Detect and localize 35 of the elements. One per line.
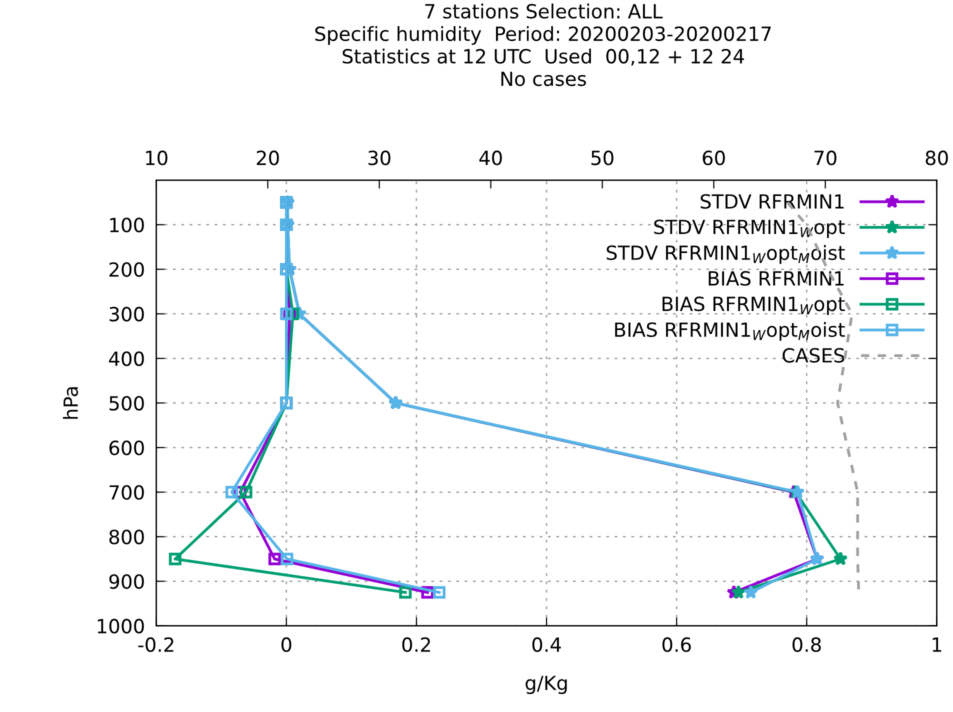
legend-label: BIAS RFRMIN1$_{W}$opt$_{M}$oist (615, 322, 845, 341)
legend-label: STDV RFRMIN1$_{W}$opt$_{M}$oist (606, 245, 845, 264)
chart-title: 7 stations Selection: ALL (425, 4, 663, 19)
chart-subtitle: Specific humidity Period: 20200203-20200217 Statistics at 12 UTC Used 00,12 + 12 24 No cases (315, 26, 771, 86)
x-tick-label: -0.2 (138, 637, 174, 652)
x-tick-label: 0.2 (402, 637, 430, 652)
x-tick-label: 0 (281, 637, 292, 652)
y-tick-label: 900 (109, 574, 144, 589)
x2-tick-label: 50 (591, 150, 614, 166)
y-tick-label: 300 (110, 306, 144, 322)
legend-label: STDV RFRMIN1 (700, 194, 844, 209)
x2-tick-label: 60 (702, 150, 725, 166)
y-tick-label: 800 (109, 530, 144, 544)
y-tick-label: 700 (110, 485, 144, 500)
y-tick-label: 200 (109, 262, 144, 277)
y-axis-title: hPa (62, 387, 78, 419)
x-axis-title: g/Kg (526, 676, 567, 694)
y-tick-label: 1000 (98, 618, 144, 634)
x2-tick-label: 20 (256, 150, 279, 166)
y-tick-label: 100 (110, 218, 144, 232)
legend-label: BIAS RFRMIN1$_{W}$opt (662, 296, 845, 315)
x-tick-label: 0.8 (792, 637, 821, 652)
legend-label: CASES (782, 348, 844, 363)
legend-label: BIAS RFRMIN1 (708, 271, 844, 286)
x2-tick-label: 80 (926, 150, 948, 166)
x-tick-label: 0.6 (662, 637, 691, 652)
x-tick-label: 1 (932, 638, 942, 652)
y-tick-label: 500 (110, 396, 144, 411)
x2-tick-label: 10 (146, 150, 168, 166)
y-tick-label: 400 (109, 351, 144, 366)
x2-tick-label: 40 (479, 150, 502, 166)
y-tick-label: 600 (109, 440, 144, 456)
x2-tick-label: 30 (368, 150, 390, 166)
x-tick-label: 0.4 (532, 637, 561, 652)
x2-tick-label: 70 (814, 150, 836, 166)
